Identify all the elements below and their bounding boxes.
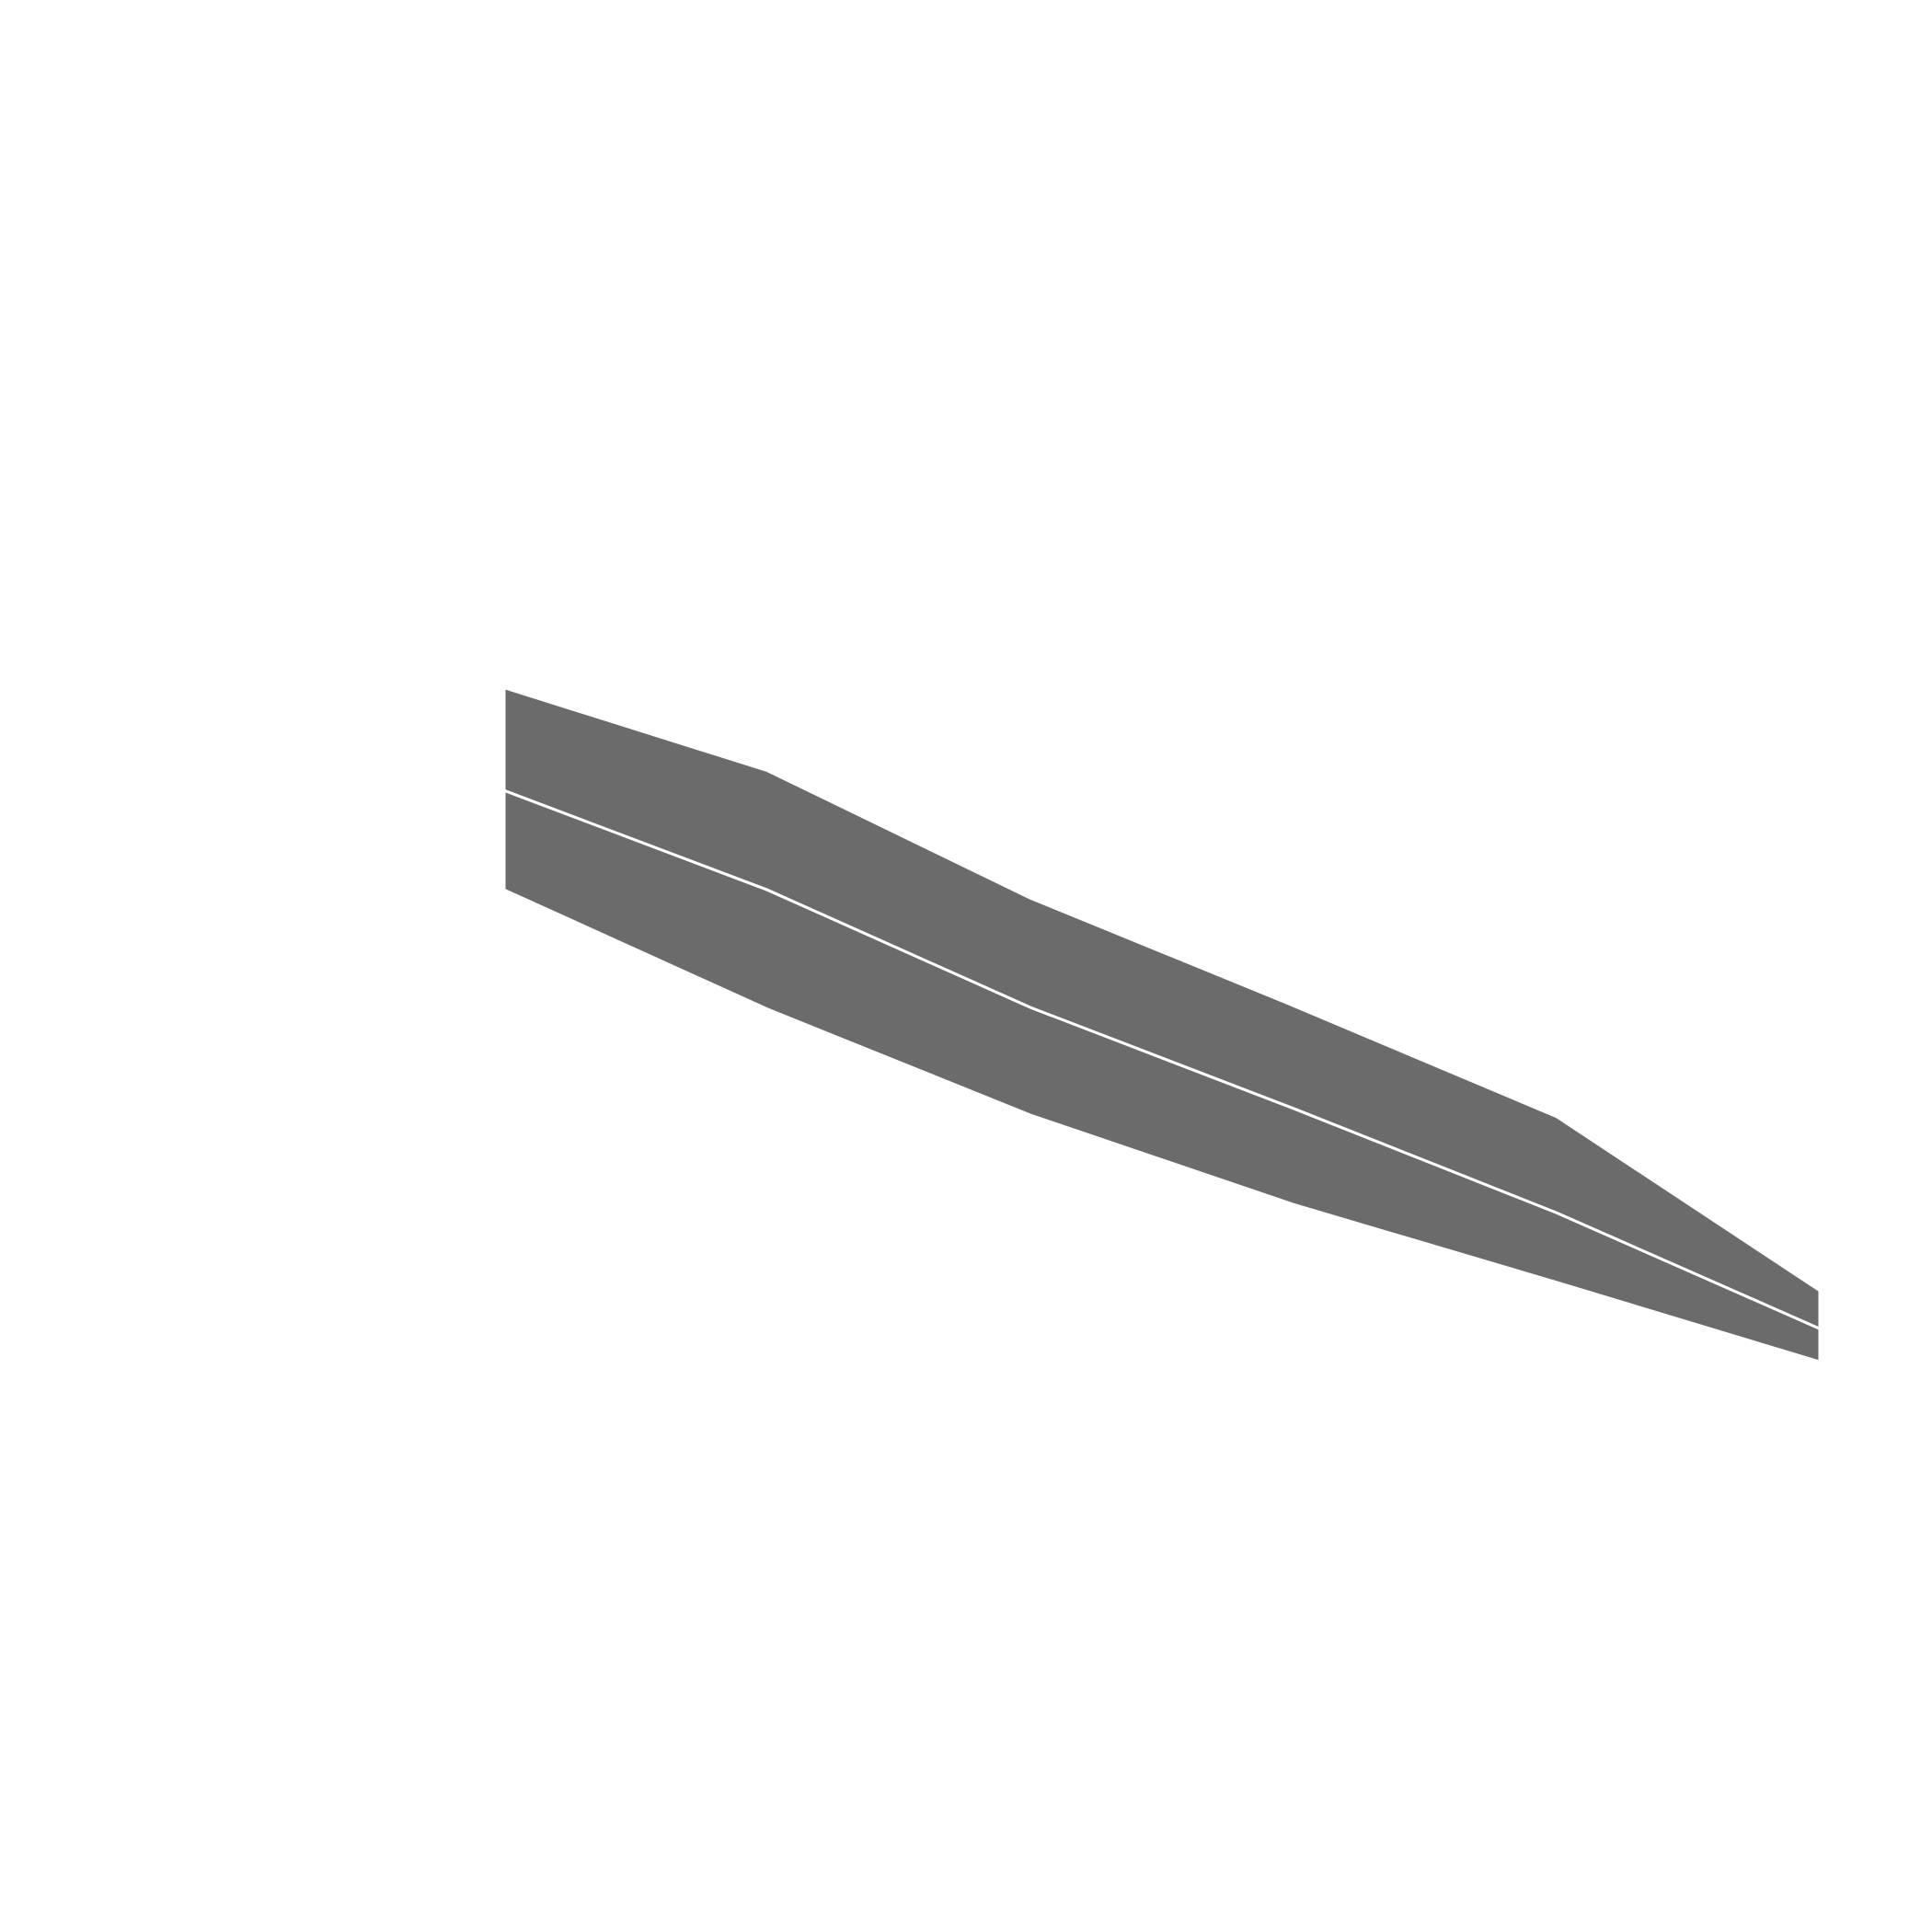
series-layer [502,685,1822,1364]
area-band-2 [502,685,1822,1331]
